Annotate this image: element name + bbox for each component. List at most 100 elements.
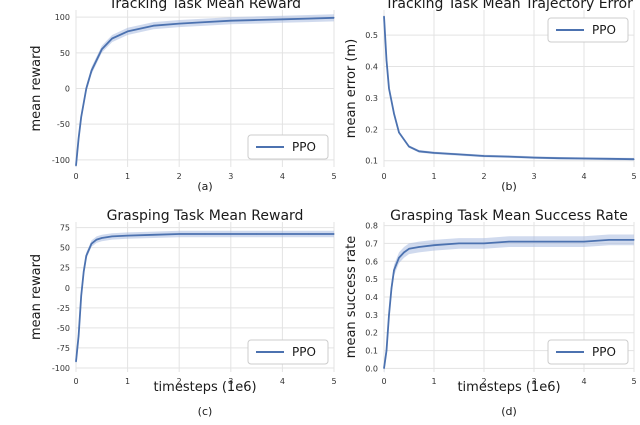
- series-line: [75, 233, 334, 362]
- x-tick-label: 0: [381, 377, 386, 386]
- y-axis-label: mean reward: [29, 45, 44, 131]
- data-point: [398, 257, 400, 259]
- data-point: [393, 113, 395, 115]
- legend-box: [547, 17, 629, 43]
- legend-label: PPO: [592, 345, 616, 359]
- legend-box: [247, 134, 329, 160]
- data-point: [127, 30, 129, 32]
- data-point: [433, 244, 435, 246]
- x-tick-label: 4: [581, 377, 586, 386]
- data-point: [75, 361, 77, 363]
- y-tick-label: 25: [60, 264, 70, 273]
- chart-panel-2: [383, 10, 635, 167]
- chart-panel-3: [75, 222, 335, 372]
- data-point: [101, 48, 103, 50]
- legend-label: PPO: [292, 345, 316, 359]
- data-point: [307, 233, 309, 235]
- y-axis-label: mean success rate: [344, 236, 359, 358]
- y-axis-label: mean reward: [29, 254, 44, 340]
- data-point: [178, 23, 180, 25]
- x-tick-label: 3: [228, 377, 233, 386]
- y-tick-label: 0.3: [365, 311, 378, 320]
- data-point: [558, 157, 560, 159]
- y-tick-label: -75: [57, 344, 70, 353]
- data-point: [256, 233, 258, 235]
- y-tick-label: 75: [60, 224, 70, 233]
- data-point: [383, 15, 385, 17]
- data-point: [281, 233, 283, 235]
- y-tick-label: -50: [57, 324, 70, 333]
- data-point: [111, 37, 113, 40]
- data-point: [78, 335, 80, 337]
- panel-caption: (c): [198, 405, 213, 418]
- x-tick-label: 0: [73, 172, 78, 181]
- chart-title: Grasping Task Mean Reward: [107, 208, 304, 224]
- x-tick-label: 2: [481, 172, 486, 181]
- data-point: [385, 350, 388, 352]
- data-point: [80, 116, 82, 118]
- y-tick-label: -100: [52, 364, 70, 373]
- data-point: [152, 234, 154, 236]
- data-point: [533, 157, 535, 159]
- series-line: [383, 238, 634, 369]
- x-tick-label: 3: [228, 172, 233, 181]
- data-point: [583, 157, 585, 160]
- data-point: [152, 25, 154, 27]
- data-point: [633, 239, 635, 241]
- x-tick-label: 4: [581, 172, 586, 181]
- data-point: [230, 233, 232, 235]
- data-point: [383, 367, 385, 369]
- data-point: [483, 242, 485, 244]
- data-point: [230, 20, 232, 22]
- x-tick-label: 2: [177, 377, 182, 386]
- data-point: [418, 246, 420, 248]
- data-point: [178, 233, 180, 235]
- y-tick-label: 0.1: [365, 347, 378, 356]
- data-point: [333, 233, 335, 235]
- series-line: [383, 16, 635, 161]
- y-tick-label: 0.8: [365, 222, 378, 231]
- data-point: [398, 131, 400, 134]
- data-point: [388, 87, 390, 90]
- data-point: [388, 314, 390, 316]
- y-tick-label: 0: [65, 284, 70, 293]
- legend-box: [547, 339, 629, 365]
- y-tick-label: 0.7: [365, 239, 378, 248]
- x-axis-label: timesteps (1e6): [457, 380, 560, 395]
- data-point: [433, 152, 435, 154]
- data-point: [533, 241, 535, 243]
- panel-caption: (d): [501, 405, 517, 418]
- y-tick-label: -50: [57, 120, 70, 129]
- y-tick-label: 0.2: [365, 125, 378, 134]
- chart-title: Grasping Task Mean Success Rate: [390, 208, 628, 224]
- data-point: [408, 248, 410, 250]
- legend-label: PPO: [292, 140, 316, 154]
- data-point: [85, 87, 87, 90]
- y-tick-label: -100: [52, 156, 70, 165]
- y-axis-label: mean error (m): [344, 39, 359, 138]
- y-tick-label: 50: [60, 49, 70, 58]
- y-tick-label: 0.5: [365, 31, 378, 40]
- y-tick-label: -25: [57, 304, 70, 313]
- data-point: [390, 287, 393, 289]
- data-point: [83, 271, 85, 273]
- x-tick-label: 2: [177, 172, 182, 181]
- data-point: [583, 241, 585, 243]
- y-tick-label: 50: [60, 244, 70, 253]
- series-line: [75, 16, 335, 166]
- data-point: [458, 242, 460, 244]
- y-tick-label: 0.4: [365, 63, 378, 72]
- data-point: [408, 146, 410, 148]
- x-tick-label: 5: [631, 377, 636, 386]
- data-point: [307, 18, 309, 20]
- chart-title: Tracking Task Mean Trajectory Error: [384, 0, 633, 12]
- data-point: [90, 243, 93, 245]
- legend-box: [247, 339, 329, 365]
- data-point: [256, 19, 258, 21]
- data-point: [78, 137, 80, 140]
- data-point: [96, 239, 98, 241]
- data-point: [393, 269, 395, 271]
- x-tick-label: 5: [631, 172, 636, 181]
- chart-title: Tracking Task Mean Reward: [108, 0, 301, 12]
